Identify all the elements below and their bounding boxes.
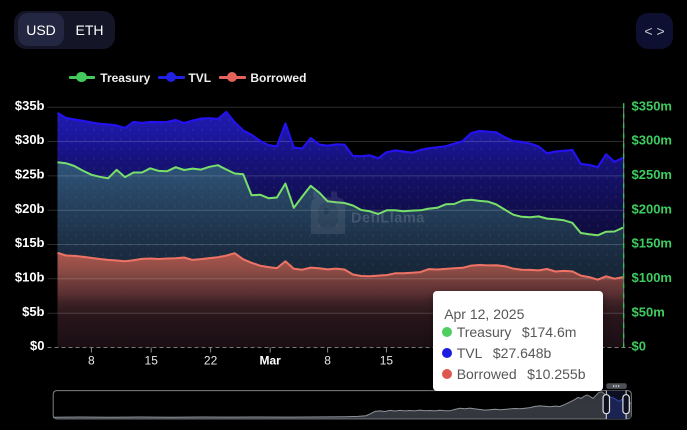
svg-text:Mar: Mar: [260, 354, 282, 368]
svg-text:$0: $0: [632, 339, 646, 354]
svg-text:$250m: $250m: [632, 167, 672, 182]
svg-text:15: 15: [380, 354, 394, 368]
svg-text:8: 8: [324, 354, 331, 368]
svg-text:$150m: $150m: [632, 236, 672, 251]
svg-text:$25b: $25b: [15, 167, 45, 182]
svg-text:$200m: $200m: [632, 201, 672, 216]
svg-text:$15b: $15b: [15, 235, 45, 250]
svg-text:$100m: $100m: [632, 270, 672, 285]
svg-text:$35b: $35b: [15, 98, 45, 113]
svg-text:15: 15: [145, 354, 159, 368]
svg-text:8: 8: [88, 354, 95, 368]
svg-text:$30b: $30b: [15, 132, 45, 147]
svg-text:$5b: $5b: [22, 304, 44, 319]
svg-text:$50m: $50m: [632, 304, 665, 319]
svg-text:$300m: $300m: [632, 133, 672, 148]
svg-text:22: 22: [204, 354, 218, 368]
svg-text:$10b: $10b: [15, 269, 45, 284]
svg-text:$20b: $20b: [15, 201, 45, 216]
svg-text:$350m: $350m: [632, 98, 672, 113]
svg-text:DefiLlama: DefiLlama: [351, 211, 425, 227]
svg-text:$0: $0: [30, 338, 44, 353]
